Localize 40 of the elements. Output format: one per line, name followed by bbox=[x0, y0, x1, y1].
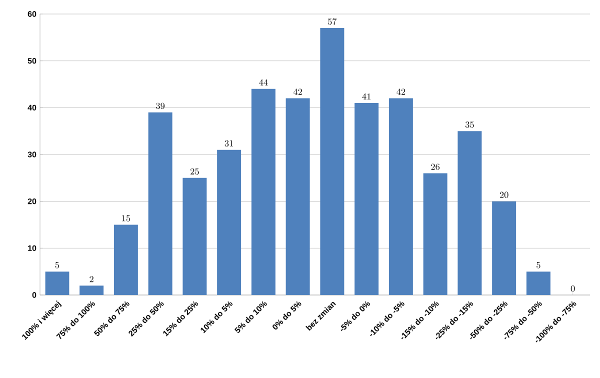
bar bbox=[45, 272, 70, 295]
data-label: 5 bbox=[55, 262, 60, 268]
bar bbox=[526, 272, 550, 295]
y-tick-label: 50 bbox=[28, 58, 36, 64]
bar bbox=[354, 102, 379, 295]
bar bbox=[182, 178, 207, 295]
data-label: 25 bbox=[190, 168, 199, 175]
data-label: 31 bbox=[224, 140, 233, 146]
data-label: 44 bbox=[259, 79, 268, 86]
data-label: 42 bbox=[396, 88, 406, 95]
bar bbox=[458, 131, 482, 295]
data-label: 15 bbox=[122, 215, 130, 222]
bar bbox=[80, 286, 104, 295]
data-label: 35 bbox=[465, 122, 474, 128]
x-tick-label: 0% do 5% bbox=[272, 301, 302, 330]
data-label: 39 bbox=[156, 102, 165, 110]
data-label: 57 bbox=[328, 18, 337, 25]
bar bbox=[492, 201, 516, 295]
y-tick-label: 10 bbox=[28, 245, 36, 251]
data-label: 0 bbox=[570, 285, 575, 292]
bar bbox=[251, 88, 276, 295]
data-label: 26 bbox=[431, 164, 440, 170]
bar bbox=[423, 173, 448, 295]
bar bbox=[148, 112, 172, 295]
y-tick-label: 20 bbox=[28, 198, 36, 204]
data-label: 2 bbox=[90, 276, 94, 282]
bar bbox=[286, 98, 310, 295]
bar bbox=[320, 28, 344, 295]
bar bbox=[388, 98, 413, 295]
y-tick-label: 40 bbox=[28, 104, 36, 110]
y-tick-label: 0 bbox=[32, 292, 36, 298]
data-label: 20 bbox=[500, 192, 508, 198]
data-label: 42 bbox=[293, 88, 302, 95]
data-label: 5 bbox=[536, 262, 540, 268]
y-tick-label: 60 bbox=[28, 11, 36, 17]
data-label: 41 bbox=[362, 93, 370, 100]
bar bbox=[114, 224, 138, 295]
x-tick-label: -5% do 0% bbox=[340, 301, 370, 332]
bar bbox=[217, 150, 242, 295]
y-tick-label: 30 bbox=[28, 152, 36, 158]
